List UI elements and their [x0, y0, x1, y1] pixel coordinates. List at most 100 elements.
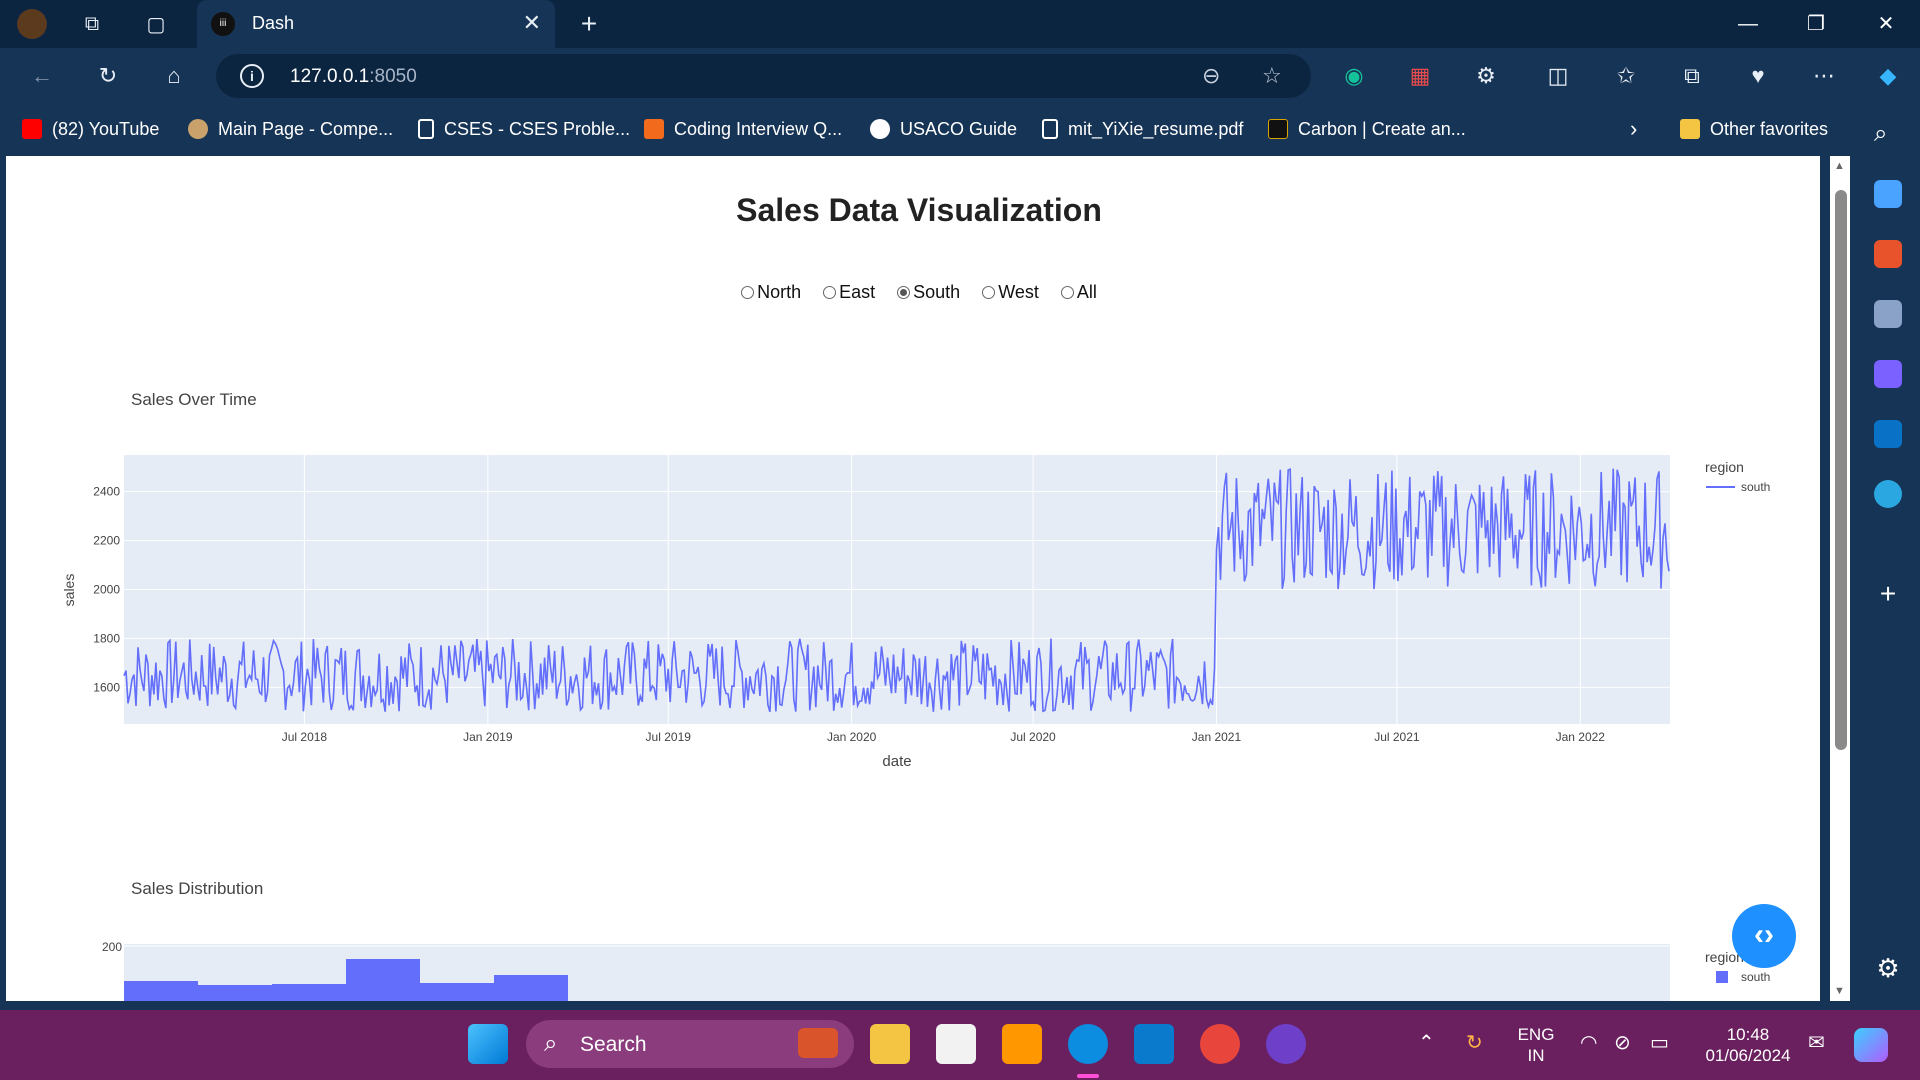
- edge-sidebar: ⌕ + ⚙: [1856, 104, 1920, 1010]
- youtube-icon: [22, 119, 42, 139]
- workspaces-icon[interactable]: ⧉: [84, 12, 100, 35]
- legend-title: region: [1705, 459, 1744, 475]
- bar-legend-title: region: [1705, 949, 1744, 965]
- shopping-tag-icon[interactable]: [1874, 180, 1902, 208]
- tools-icon[interactable]: [1874, 240, 1902, 268]
- favorite-coding-interview[interactable]: Coding Interview Q...: [644, 116, 842, 142]
- add-sidebar-icon[interactable]: +: [1879, 578, 1897, 609]
- usaco-icon: [870, 119, 890, 139]
- radio-east[interactable]: East: [823, 282, 875, 303]
- radio-dot[interactable]: [982, 286, 996, 299]
- zoom-icon[interactable]: ⊖: [1202, 63, 1221, 88]
- browser-tab-dash[interactable]: iii Dash ✕: [197, 0, 555, 48]
- refresh-icon[interactable]: ↻: [98, 63, 118, 88]
- dash-devtools-button[interactable]: ‹›: [1732, 904, 1796, 968]
- home-icon[interactable]: ⌂: [167, 63, 181, 88]
- radio-all[interactable]: All: [1060, 282, 1097, 303]
- edge-active-indicator: [1077, 1074, 1099, 1078]
- line-tick-labels: Jul 2018 Jan 2019 Jul 2019 Jan 2020 Jul 2020…: [93, 485, 1605, 744]
- taskbar-search[interactable]: ⌕ Search: [526, 1020, 854, 1068]
- close-window-icon[interactable]: ✕: [1877, 13, 1895, 35]
- radio-west[interactable]: West: [982, 282, 1039, 303]
- performance-icon[interactable]: ♥: [1751, 63, 1765, 88]
- y-tick-label: 2000: [93, 583, 120, 597]
- scroll-down-icon[interactable]: ▼: [1834, 985, 1845, 997]
- radio-south[interactable]: South: [897, 282, 960, 303]
- bar-legend-label-south: south: [1741, 970, 1770, 984]
- outlook-icon[interactable]: [1874, 420, 1902, 448]
- sync-icon[interactable]: ↻: [1466, 1032, 1483, 1054]
- github-desktop-icon[interactable]: [1266, 1024, 1306, 1064]
- favorite-cses[interactable]: CSES - CSES Proble...: [418, 116, 630, 142]
- favorite-carbon[interactable]: Carbon | Create an...: [1268, 116, 1466, 142]
- language-indicator[interactable]: ENG IN: [1517, 1025, 1555, 1065]
- navigation-bar: ← ↻ ⌂ i 127.0.0.1:8050 ⊖ ☆ ◉ ▦ ⚙ ◫ ✩ ⧉ ♥…: [0, 48, 1920, 104]
- favorite-star-icon[interactable]: ☆: [1262, 63, 1282, 88]
- favorites-overflow-chevron-icon[interactable]: ›: [1630, 116, 1638, 141]
- x-tick-label: Jul 2018: [282, 730, 328, 744]
- favorites-icon[interactable]: ✩: [1616, 63, 1636, 88]
- radio-dot[interactable]: [1060, 286, 1074, 299]
- grammarly-icon[interactable]: ◉: [1344, 63, 1364, 88]
- split-screen-icon[interactable]: ◫: [1547, 63, 1569, 88]
- profile-avatar-icon[interactable]: [16, 8, 48, 40]
- clock[interactable]: 10:48 01/06/2024: [1698, 1024, 1798, 1066]
- close-tab-icon[interactable]: ✕: [522, 10, 541, 35]
- windows-taskbar: ⌕ Search ⌃ ↻ ENG IN ◠ ⊘ ▭ 10:48 01/06/20…: [0, 1010, 1920, 1080]
- tab-actions-icon[interactable]: ▢: [146, 13, 166, 36]
- copilot-sidebar-icon[interactable]: [1874, 360, 1902, 388]
- coding-interview-icon: [644, 119, 664, 139]
- favorites-bar: (82) YouTube Main Page - Compe... CSES -…: [0, 104, 1860, 154]
- other-favorites[interactable]: Other favorites: [1680, 116, 1828, 142]
- favorite-main-page[interactable]: Main Page - Compe...: [188, 116, 393, 142]
- x-tick-label: Jul 2020: [1010, 730, 1056, 744]
- notifications-icon[interactable]: ✉: [1808, 1032, 1825, 1054]
- restore-icon[interactable]: ❐: [1807, 13, 1825, 35]
- battery-icon[interactable]: ▭: [1650, 1032, 1669, 1054]
- tab-title: Dash: [252, 13, 295, 33]
- sublime-text-icon[interactable]: [1002, 1024, 1042, 1064]
- new-tab-icon[interactable]: +: [580, 8, 598, 39]
- histogram-bar: [124, 981, 198, 1001]
- more-menu-icon[interactable]: ⋯: [1813, 63, 1835, 88]
- copilot-taskbar-icon[interactable]: [1854, 1028, 1888, 1062]
- radio-dot[interactable]: [823, 286, 837, 299]
- clock-date: 01/06/2024: [1705, 1046, 1791, 1065]
- region-radio-group: North East South West All: [6, 282, 1820, 303]
- file-explorer-icon[interactable]: [870, 1024, 910, 1064]
- games-icon[interactable]: [1874, 300, 1902, 328]
- document-icon: [418, 119, 434, 139]
- y-tick-label: 2400: [93, 485, 120, 499]
- radio-dot[interactable]: [741, 286, 755, 299]
- copilot-icon[interactable]: ◆: [1879, 63, 1897, 88]
- radio-dot-selected[interactable]: [897, 286, 911, 299]
- telegram-icon[interactable]: [1874, 480, 1902, 508]
- edge-browser-icon[interactable]: [1068, 1024, 1108, 1064]
- search-icon[interactable]: ⌕: [1874, 120, 1888, 147]
- url-text[interactable]: 127.0.0.1:8050: [290, 66, 417, 87]
- volume-muted-icon[interactable]: ⊘: [1614, 1032, 1631, 1054]
- extensions-icon[interactable]: ⚙: [1476, 63, 1496, 88]
- vscode-icon[interactable]: [1134, 1024, 1174, 1064]
- settings-gear-icon[interactable]: ⚙: [1876, 953, 1900, 983]
- microsoft-store-icon[interactable]: [936, 1024, 976, 1064]
- extension-color-icon[interactable]: ▦: [1409, 63, 1431, 88]
- y-tick-label: 2200: [93, 534, 120, 548]
- minimize-icon[interactable]: —: [1738, 13, 1758, 35]
- wifi-icon[interactable]: ◠: [1580, 1032, 1598, 1054]
- line-chart-title: Sales Over Time: [131, 390, 257, 409]
- collections-icon[interactable]: ⧉: [1684, 63, 1700, 88]
- histogram-bar: [420, 983, 494, 1001]
- back-icon[interactable]: ←: [31, 63, 53, 88]
- radio-north[interactable]: North: [741, 282, 801, 303]
- scroll-up-icon[interactable]: ▲: [1834, 160, 1845, 172]
- scrollbar-thumb[interactable]: [1835, 190, 1847, 750]
- show-hidden-icons-icon[interactable]: ⌃: [1418, 1032, 1435, 1054]
- favorite-youtube[interactable]: (82) YouTube: [22, 116, 159, 142]
- site-info-icon[interactable]: i: [240, 64, 264, 88]
- favorite-usaco[interactable]: USACO Guide: [870, 116, 1017, 142]
- windows-start-icon[interactable]: [468, 1024, 508, 1064]
- address-bar[interactable]: i 127.0.0.1:8050 ⊖ ☆: [216, 54, 1311, 98]
- favorite-resume[interactable]: mit_YiXie_resume.pdf: [1042, 116, 1243, 142]
- chrome-icon[interactable]: [1200, 1024, 1240, 1064]
